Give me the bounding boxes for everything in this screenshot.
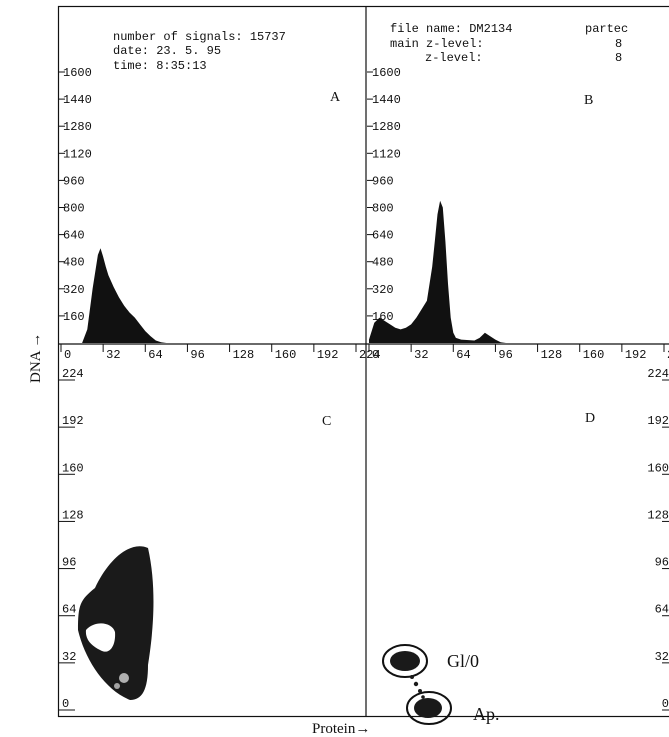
y-tick-label: 960 (63, 174, 85, 188)
y-tick-label: 1440 (372, 93, 401, 107)
x-tick-label: 160 (583, 348, 605, 362)
time-text: time: 8:35:13 (113, 59, 207, 73)
zlevel-value: 8 (615, 51, 622, 65)
x-tick-label: 192 (625, 348, 647, 362)
header-right: file name: DM2134 main z-level: z-level:… (390, 22, 628, 65)
x-tick-label: 192 (317, 348, 339, 362)
outer-frame (57, 5, 669, 718)
filename-text: file name: DM2134 (390, 22, 512, 36)
y-tick-label: 192 (647, 414, 669, 428)
y-tick-label: 320 (372, 283, 394, 297)
y-tick-label: 480 (372, 256, 394, 270)
y-tick-label: 160 (63, 310, 85, 324)
x-tick-label: 96 (498, 348, 512, 362)
x-tick-label: 96 (190, 348, 204, 362)
y-tick-label: 1280 (372, 120, 401, 134)
date-text: date: 23. 5. 95 (113, 44, 221, 58)
x-tick-label: 64 (148, 348, 162, 362)
x-tick-label: 128 (541, 348, 563, 362)
y-tick-label: 320 (63, 283, 85, 297)
y-tick-label: 1280 (63, 120, 92, 134)
y-tick-label: 64 (655, 603, 669, 617)
density-cloud-d: Gl/0 Ap. (382, 644, 500, 725)
panel-d: 0 32 64 96 128 160 192 224 (647, 367, 669, 711)
x-tick-label: 224 (667, 348, 669, 362)
bridge-dot-1 (410, 675, 414, 679)
main-zlevel-value: 8 (615, 37, 622, 51)
x-tick-label: 32 (106, 348, 120, 362)
y-tick-label: 128 (647, 508, 669, 522)
speckle-c1 (119, 673, 129, 683)
y-tick-label: 0 (62, 697, 69, 711)
y-tick-label: 800 (372, 202, 394, 216)
histogram-area-b (369, 200, 506, 343)
y-tick-label: 640 (372, 229, 394, 243)
frame (57, 5, 669, 718)
x-tick-label: 64 (456, 348, 470, 362)
y-tick-label: 160 (62, 461, 84, 475)
panel-label-d: D (585, 411, 595, 426)
panel-c: 0 32 64 96 128 160 192 224 (59, 367, 84, 711)
main-zlevel-text: main z-level: (390, 37, 484, 51)
panel-label-a: A (330, 90, 341, 105)
zlevel-text: z-level: (425, 51, 483, 65)
annotation-ap: Ap. (473, 704, 500, 724)
y-tick-label: 128 (62, 508, 84, 522)
x-axis-title: Protein→ (312, 721, 370, 737)
y-tick-label: 960 (372, 174, 394, 188)
y-tick-label: 224 (647, 367, 669, 381)
x-tick-label: 0 (64, 348, 71, 362)
y-tick-label: 160 (372, 310, 394, 324)
x-tick-label: 128 (233, 348, 255, 362)
panel-b: 160 320 480 640 800 960 1120 1280 1440 1600 0 32 64 9… (367, 66, 669, 362)
histogram-area-a (82, 248, 167, 343)
y-tick-label: 640 (63, 229, 85, 243)
x-tick-label: 224 (359, 348, 381, 362)
density-cloud-c (78, 546, 154, 700)
y-tick-label: 96 (655, 556, 669, 570)
x-tick-label: 160 (275, 348, 297, 362)
brand-text: partec (585, 22, 628, 36)
gate-ap (406, 691, 452, 725)
x-tick-label: 32 (414, 348, 428, 362)
y-tick-label: 32 (62, 650, 76, 664)
panel-label-b: B (584, 93, 593, 108)
bridge-dot-4 (421, 695, 425, 699)
y-tick-label: 160 (647, 461, 669, 475)
panel-label-c: C (322, 414, 331, 429)
annotation-g10: Gl/0 (447, 651, 479, 671)
y-tick-label: 32 (655, 650, 669, 664)
sparse-hole-c (85, 623, 116, 652)
dense-region-c (78, 546, 154, 700)
header-left: number of signals: 15737 date: 23. 5. 95… (113, 30, 286, 73)
y-tick-label: 0 (662, 697, 669, 711)
gate-g10 (382, 644, 428, 678)
cluster-g10 (390, 651, 420, 671)
y-tick-label: 1120 (63, 147, 92, 161)
y-tick-label: 224 (62, 367, 84, 381)
y-tick-label: 1600 (63, 66, 92, 80)
y-tick-label: 1600 (372, 66, 401, 80)
y-tick-label: 96 (62, 556, 76, 570)
y-axis-title: DNA → (28, 333, 44, 383)
signals-text: number of signals: 15737 (113, 30, 286, 44)
cluster-ap (414, 698, 442, 718)
y-tick-label: 64 (62, 603, 76, 617)
speckle-c2 (114, 683, 120, 689)
y-tick-label: 800 (63, 202, 85, 216)
y-tick-label: 1120 (372, 147, 401, 161)
bridge-dot-2 (413, 681, 419, 687)
y-tick-label: 192 (62, 414, 84, 428)
x-tick-label: 0 (372, 348, 379, 362)
y-tick-label: 1440 (63, 93, 92, 107)
y-tick-label: 480 (63, 256, 85, 270)
bridge-dot-3 (418, 689, 422, 693)
